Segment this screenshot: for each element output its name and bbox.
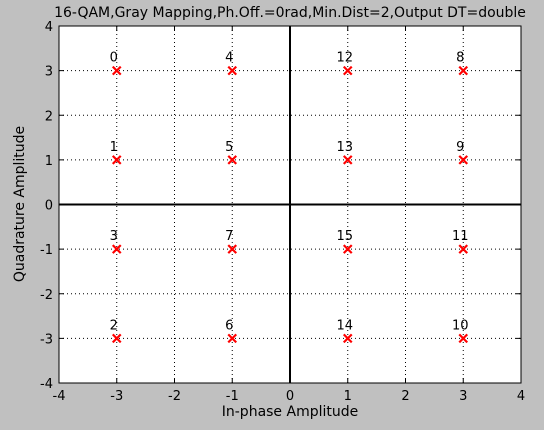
constellation-point: 8 [456, 51, 469, 76]
y-axis-label: Quadrature Amplitude [12, 126, 28, 282]
y-tick-label: 0 [45, 199, 53, 214]
constellation-point: 5 [225, 140, 238, 165]
chart-title: 16-QAM,Gray Mapping,Ph.Off.=0rad,Min.Dis… [54, 5, 526, 21]
constellation-point: 3 [110, 229, 122, 254]
point-marker-stroke [227, 244, 238, 254]
constellation-point: 10 [452, 318, 469, 344]
constellation-point: 11 [452, 229, 469, 254]
point-label: 3 [110, 229, 118, 244]
point-marker-stroke [111, 65, 122, 76]
point-label: 2 [110, 318, 118, 333]
x-tick-label: 2 [401, 389, 409, 404]
constellation-point: 9 [456, 140, 469, 165]
point-label: 12 [336, 51, 353, 66]
point-marker-stroke [342, 244, 353, 254]
zero-axis-lines [59, 26, 521, 383]
point-label: 15 [336, 229, 353, 244]
y-tick-label: -4 [40, 377, 53, 392]
y-tick-label: -2 [40, 288, 53, 303]
constellation-points: 0 4 12 81 5 13 93 7 15 112 6 14 10 [110, 51, 469, 344]
y-tick-label: 1 [45, 154, 53, 169]
y-tick-label: -1 [40, 243, 53, 258]
point-label: 14 [336, 318, 353, 333]
x-tick-label: 4 [517, 389, 525, 404]
constellation-point: 7 [225, 229, 238, 254]
point-marker-stroke [111, 333, 122, 344]
y-tick-label: 2 [45, 109, 53, 124]
point-label: 4 [225, 51, 233, 66]
constellation-point: 0 [110, 51, 122, 76]
point-label: 13 [336, 140, 353, 155]
point-marker-stroke [458, 244, 469, 254]
point-marker-stroke [458, 155, 469, 165]
point-marker-stroke [342, 65, 353, 76]
constellation-point: 1 [110, 140, 122, 165]
point-label: 7 [225, 229, 233, 244]
constellation-point: 6 [225, 318, 238, 344]
x-axis-label: In-phase Amplitude [222, 404, 359, 420]
y-tick-label: -3 [40, 332, 53, 347]
x-tick-label: 1 [344, 389, 352, 404]
constellation-point: 4 [225, 51, 238, 76]
point-label: 9 [456, 140, 464, 155]
point-label: 0 [110, 51, 118, 66]
point-label: 10 [452, 318, 469, 333]
point-marker-stroke [227, 155, 238, 165]
point-marker-stroke [458, 65, 469, 76]
x-tick-label: 0 [286, 389, 294, 404]
point-marker-stroke [227, 333, 238, 344]
x-tick-label: -1 [226, 389, 239, 404]
grid-lines [59, 26, 521, 383]
constellation-point: 15 [336, 229, 353, 254]
x-tick-label: 3 [459, 389, 467, 404]
point-marker-stroke [111, 244, 122, 254]
point-label: 11 [452, 229, 469, 244]
point-marker-stroke [458, 333, 469, 344]
point-label: 8 [456, 51, 464, 66]
point-label: 1 [110, 140, 118, 155]
point-marker-stroke [342, 333, 353, 344]
constellation-point: 13 [336, 140, 353, 165]
point-label: 6 [225, 318, 233, 333]
constellation-point: 14 [336, 318, 353, 344]
y-tick-label: 4 [45, 20, 53, 35]
constellation-point: 2 [110, 318, 122, 344]
x-tick-label: -2 [168, 389, 181, 404]
point-label: 5 [225, 140, 233, 155]
constellation-point: 12 [336, 51, 353, 76]
point-marker-stroke [342, 155, 353, 165]
y-tick-label: 3 [45, 65, 53, 80]
x-tick-label: -4 [53, 389, 66, 404]
x-tick-label: -3 [110, 389, 123, 404]
point-marker-stroke [111, 155, 122, 165]
point-marker-stroke [227, 65, 238, 76]
